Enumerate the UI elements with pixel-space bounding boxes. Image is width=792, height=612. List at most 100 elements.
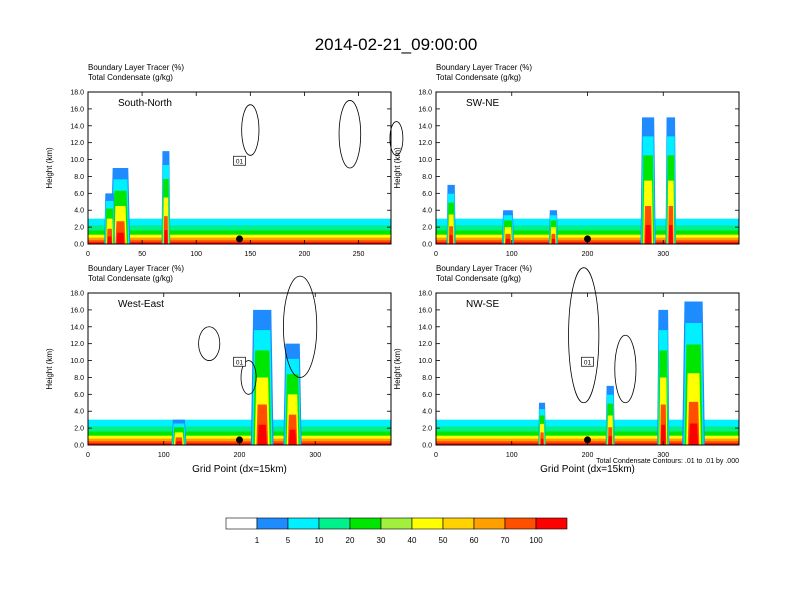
- tracer-band: [88, 242, 391, 244]
- tracer-plume: [688, 423, 699, 445]
- panel-label: SW-NE: [466, 98, 499, 109]
- condensate-contour: [338, 100, 362, 169]
- panel-3: 01 0.0 2.0 4.0 6.0 8.0 10.0 12.0 14.0 16.0 18.0 0 10…: [45, 264, 392, 475]
- y-axis-label: Height (km): [393, 147, 402, 189]
- panel-title-line1: Boundary Layer Tracer (%): [436, 63, 532, 72]
- panel-label: NW-SE: [466, 299, 499, 310]
- colorbar-box: [535, 517, 568, 530]
- y-tick-label: 16.0: [418, 106, 432, 113]
- x-tick-label: 0: [86, 452, 90, 459]
- panel-title-line2: Total Condensate (g/kg): [88, 73, 173, 82]
- x-tick-label: 150: [244, 251, 256, 258]
- y-tick-label: 6.0: [422, 191, 432, 198]
- colorbar-label: 40: [408, 536, 417, 545]
- y-tick-label: 0.0: [74, 242, 84, 249]
- y-tick-label: 16.0: [70, 307, 84, 314]
- location-marker: [236, 235, 243, 243]
- y-tick-label: 0.0: [422, 443, 432, 450]
- panel-label: South-North: [118, 98, 172, 109]
- tracer-plume: [116, 232, 125, 244]
- y-tick-label: 16.0: [418, 307, 432, 314]
- y-tick-label: 14.0: [70, 324, 84, 331]
- tracer-plume: [660, 424, 666, 445]
- contour-label-box: [233, 356, 246, 367]
- y-tick-label: 14.0: [70, 123, 84, 130]
- y-tick-label: 16.0: [70, 106, 84, 113]
- y-tick-label: 10.0: [70, 157, 84, 164]
- condensate-contour: [198, 326, 221, 361]
- colorbar-legend: 1 5 10 20 30 40 50 60 70 100: [225, 517, 568, 545]
- panel-title-line1: Boundary Layer Tracer (%): [436, 264, 532, 273]
- panel-1: 01 0.0 2.0 4.0 6.0 8.0 10.0 12.0 14.0 16.0 18.0 0 50…: [45, 63, 404, 258]
- plot-frame: [87, 91, 392, 245]
- x-tick-label: 300: [657, 452, 669, 459]
- tracer-plume: [107, 236, 112, 244]
- contour-label-box: [233, 155, 246, 166]
- condensate-contour: [614, 334, 637, 404]
- colorbar-label: 1: [255, 536, 260, 545]
- x-tick-label: 200: [582, 452, 594, 459]
- figure-title: 2014-02-21_09:00:00: [315, 35, 478, 54]
- colorbar-box: [287, 517, 320, 530]
- y-tick-label: 4.0: [422, 208, 432, 215]
- y-tick-label: 8.0: [74, 174, 84, 181]
- y-tick-label: 18.0: [70, 291, 84, 298]
- colorbar-label: 100: [529, 536, 543, 545]
- tracer-plume: [540, 438, 544, 445]
- y-axis-label: Height (km): [45, 147, 54, 189]
- tracer-plume: [164, 230, 168, 244]
- panel-title-line2: Total Condensate (g/kg): [436, 274, 521, 283]
- y-tick-label: 10.0: [418, 358, 432, 365]
- panel-title-line2: Total Condensate (g/kg): [436, 73, 521, 82]
- x-tick-label: 100: [158, 452, 170, 459]
- colorbar-box: [318, 517, 351, 530]
- y-tick-label: 12.0: [418, 341, 432, 348]
- x-tick-label: 200: [582, 251, 594, 258]
- x-axis-label: Grid Point (dx=15km): [540, 464, 635, 475]
- colorbar-label: 20: [346, 536, 355, 545]
- contour-label: 01: [233, 356, 246, 367]
- y-tick-label: 8.0: [422, 174, 432, 181]
- y-tick-label: 18.0: [418, 90, 432, 97]
- colorbar-label: 30: [377, 536, 386, 545]
- colorbar-box: [256, 517, 289, 530]
- x-tick-label: 300: [657, 251, 669, 258]
- colorbar-label: 70: [501, 536, 510, 545]
- y-tick-label: 4.0: [74, 409, 84, 416]
- contour-label-text: 01: [584, 360, 592, 367]
- tracer-plume: [175, 441, 182, 445]
- y-tick-label: 14.0: [418, 324, 432, 331]
- y-tick-label: 10.0: [70, 358, 84, 365]
- x-tick-label: 0: [434, 452, 438, 459]
- y-tick-label: 2.0: [74, 225, 84, 232]
- contour-label-box: [581, 356, 594, 367]
- y-tick-label: 2.0: [74, 426, 84, 433]
- y-axis-label: Height (km): [45, 348, 54, 390]
- x-tick-label: 200: [299, 251, 311, 258]
- y-tick-label: 0.0: [422, 242, 432, 249]
- colorbar-label: 5: [286, 536, 291, 545]
- y-tick-label: 18.0: [418, 291, 432, 298]
- contour-footnote: Total Condensate Contours: .01 to .01 by…: [596, 458, 739, 465]
- colorbar-box: [473, 517, 506, 530]
- y-tick-label: 0.0: [74, 443, 84, 450]
- y-tick-label: 6.0: [422, 392, 432, 399]
- contour-label-text: 01: [236, 159, 244, 166]
- y-tick-label: 4.0: [74, 208, 84, 215]
- x-tick-label: 0: [434, 251, 438, 258]
- tracer-plume: [505, 238, 511, 244]
- x-tick-label: 100: [190, 251, 202, 258]
- colorbar-box: [504, 517, 537, 530]
- tracer-plume: [645, 225, 652, 244]
- tracer-plume: [257, 424, 267, 445]
- y-tick-label: 18.0: [70, 90, 84, 97]
- panel-4: 01 0.0 2.0 4.0 6.0 8.0 10.0 12.0 14.0 16.0 18.0 0 10…: [393, 264, 740, 475]
- panel-title-line1: Boundary Layer Tracer (%): [88, 63, 184, 72]
- y-tick-label: 2.0: [422, 426, 432, 433]
- location-marker: [584, 436, 591, 444]
- condensate-contour: [389, 121, 404, 156]
- y-tick-label: 8.0: [74, 375, 84, 382]
- tracer-plume: [551, 238, 556, 244]
- contour-label: 01: [581, 356, 594, 367]
